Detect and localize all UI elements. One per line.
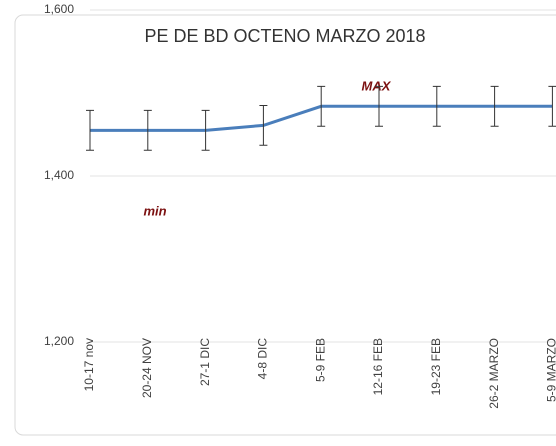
error-bar bbox=[259, 104, 268, 146]
chart-border bbox=[14, 14, 556, 436]
error-bar bbox=[548, 85, 556, 127]
error-bar bbox=[375, 85, 383, 127]
error-bar bbox=[432, 85, 441, 127]
x-tick-label: 12-16 FEB bbox=[371, 338, 385, 395]
error-bar bbox=[490, 85, 499, 127]
x-tick-label: 10-17 nov bbox=[82, 338, 96, 391]
error-bar bbox=[143, 109, 152, 151]
error-bar bbox=[317, 85, 326, 127]
x-tick-label: 5-9 FEB bbox=[313, 338, 327, 382]
y-tick-label: 1,200 bbox=[44, 334, 74, 348]
x-tick-label: 4-8 DIC bbox=[256, 338, 270, 380]
chart-title: PE DE BD OCTENO MARZO 2018 bbox=[144, 26, 425, 46]
annotation: min bbox=[143, 203, 166, 218]
x-tick-label: 26-2 MARZO bbox=[487, 338, 501, 409]
x-tick-label: 27-1 DIC bbox=[198, 338, 212, 386]
error-bar bbox=[201, 109, 210, 151]
x-tick-label: 19-23 FEB bbox=[429, 338, 443, 395]
x-tick-label: 20-24 NOV bbox=[140, 338, 154, 398]
x-tick-label: 5-9 MARZO bbox=[545, 338, 556, 402]
y-tick-label: 1,600 bbox=[44, 2, 74, 16]
y-tick-label: 1,400 bbox=[44, 168, 74, 182]
error-bar bbox=[86, 109, 94, 151]
